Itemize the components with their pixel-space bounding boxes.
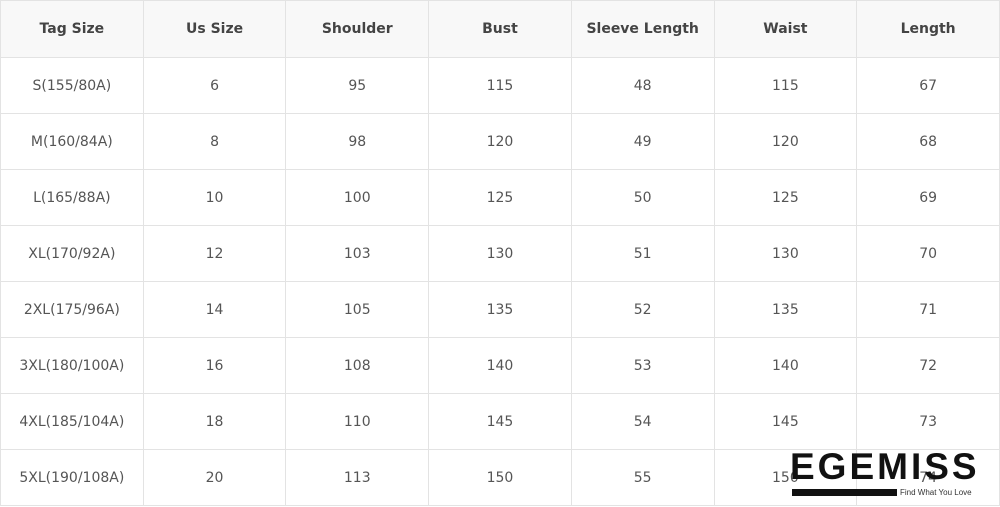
table-cell: M(160/84A) xyxy=(0,113,144,170)
table-cell: 73 xyxy=(856,393,1000,450)
table-cell: 3XL(180/100A) xyxy=(0,337,144,394)
table-cell: 55 xyxy=(570,449,715,506)
table-cell: 71 xyxy=(856,281,1000,338)
table-cell: 120 xyxy=(428,113,572,170)
table-cell: 150 xyxy=(428,449,572,506)
table-cell: 74 xyxy=(856,449,1000,506)
header-cell: Us Size xyxy=(142,0,287,58)
table-cell: 140 xyxy=(428,337,572,394)
table-cell: 12 xyxy=(142,225,287,282)
table-cell: 115 xyxy=(713,57,858,114)
brand-bar xyxy=(792,489,897,496)
table-cell: 69 xyxy=(856,169,1000,226)
table-cell: 125 xyxy=(428,169,572,226)
table-cell: 103 xyxy=(285,225,430,282)
header-row: Tag Size Us Size Shoulder Bust Sleeve Length… xyxy=(0,0,1000,58)
table-cell: 130 xyxy=(713,225,858,282)
table-cell: 115 xyxy=(428,57,572,114)
header-cell: Waist xyxy=(713,0,858,58)
table-row: 4XL(185/104A) 18 110 145 54 145 73 xyxy=(0,393,1000,450)
table-row: 5XL(190/108A) 20 113 150 55 150 74 xyxy=(0,449,1000,506)
table-cell: 105 xyxy=(285,281,430,338)
table-cell: 70 xyxy=(856,225,1000,282)
table-row: L(165/88A) 10 100 125 50 125 69 xyxy=(0,169,1000,226)
table-cell: 67 xyxy=(856,57,1000,114)
table-cell: 18 xyxy=(142,393,287,450)
table-row: 3XL(180/100A) 16 108 140 53 140 72 xyxy=(0,337,1000,394)
header-cell: Length xyxy=(856,0,1000,58)
table-cell: 72 xyxy=(856,337,1000,394)
table-row: M(160/84A) 8 98 120 49 120 68 xyxy=(0,113,1000,170)
table-cell: 14 xyxy=(142,281,287,338)
table-row: S(155/80A) 6 95 115 48 115 67 xyxy=(0,57,1000,114)
table-cell: 8 xyxy=(142,113,287,170)
table-cell: 108 xyxy=(285,337,430,394)
table-cell: 135 xyxy=(713,281,858,338)
table-cell: 135 xyxy=(428,281,572,338)
table-cell: 50 xyxy=(570,169,715,226)
table-cell: 130 xyxy=(428,225,572,282)
tagline: Find What You Love xyxy=(900,488,972,497)
table-cell: 5XL(190/108A) xyxy=(0,449,144,506)
table-cell: 2XL(175/96A) xyxy=(0,281,144,338)
table-cell: 140 xyxy=(713,337,858,394)
table-cell: 6 xyxy=(142,57,287,114)
table-cell: 10 xyxy=(142,169,287,226)
table-cell: 145 xyxy=(428,393,572,450)
header-cell: Shoulder xyxy=(285,0,430,58)
brand: EGEMISS xyxy=(790,446,980,487)
header-cell: Sleeve Length xyxy=(570,0,715,58)
table-cell: S(155/80A) xyxy=(0,57,144,114)
table-cell: 68 xyxy=(856,113,1000,170)
table-cell: 48 xyxy=(570,57,715,114)
table-cell: 53 xyxy=(570,337,715,394)
table-cell: 49 xyxy=(570,113,715,170)
table-cell: 98 xyxy=(285,113,430,170)
table-body: S(155/80A) 6 95 115 48 115 67 M(160/84A) 8 98 120 4… xyxy=(0,57,1000,506)
header-cell: Bust xyxy=(428,0,572,58)
table-cell: 51 xyxy=(570,225,715,282)
table-cell: L(165/88A) xyxy=(0,169,144,226)
table-cell: 145 xyxy=(713,393,858,450)
table-cell: 54 xyxy=(570,393,715,450)
table-cell: 95 xyxy=(285,57,430,114)
table-cell: XL(170/92A) xyxy=(0,225,144,282)
table-row: XL(170/92A) 12 103 130 51 130 70 xyxy=(0,225,1000,282)
table-cell: 20 xyxy=(142,449,287,506)
table-cell: 110 xyxy=(285,393,430,450)
table-cell: 125 xyxy=(713,169,858,226)
table-cell: 4XL(185/104A) xyxy=(0,393,144,450)
table-cell: 100 xyxy=(285,169,430,226)
table-row: 2XL(175/96A) 14 105 135 52 135 71 xyxy=(0,281,1000,338)
header-cell: Tag Size xyxy=(0,0,144,58)
table-cell: 113 xyxy=(285,449,430,506)
watermark: EGEMISS Find What You Love xyxy=(790,446,995,502)
table-cell: 16 xyxy=(142,337,287,394)
table-cell: 52 xyxy=(570,281,715,338)
table-cell: 120 xyxy=(713,113,858,170)
